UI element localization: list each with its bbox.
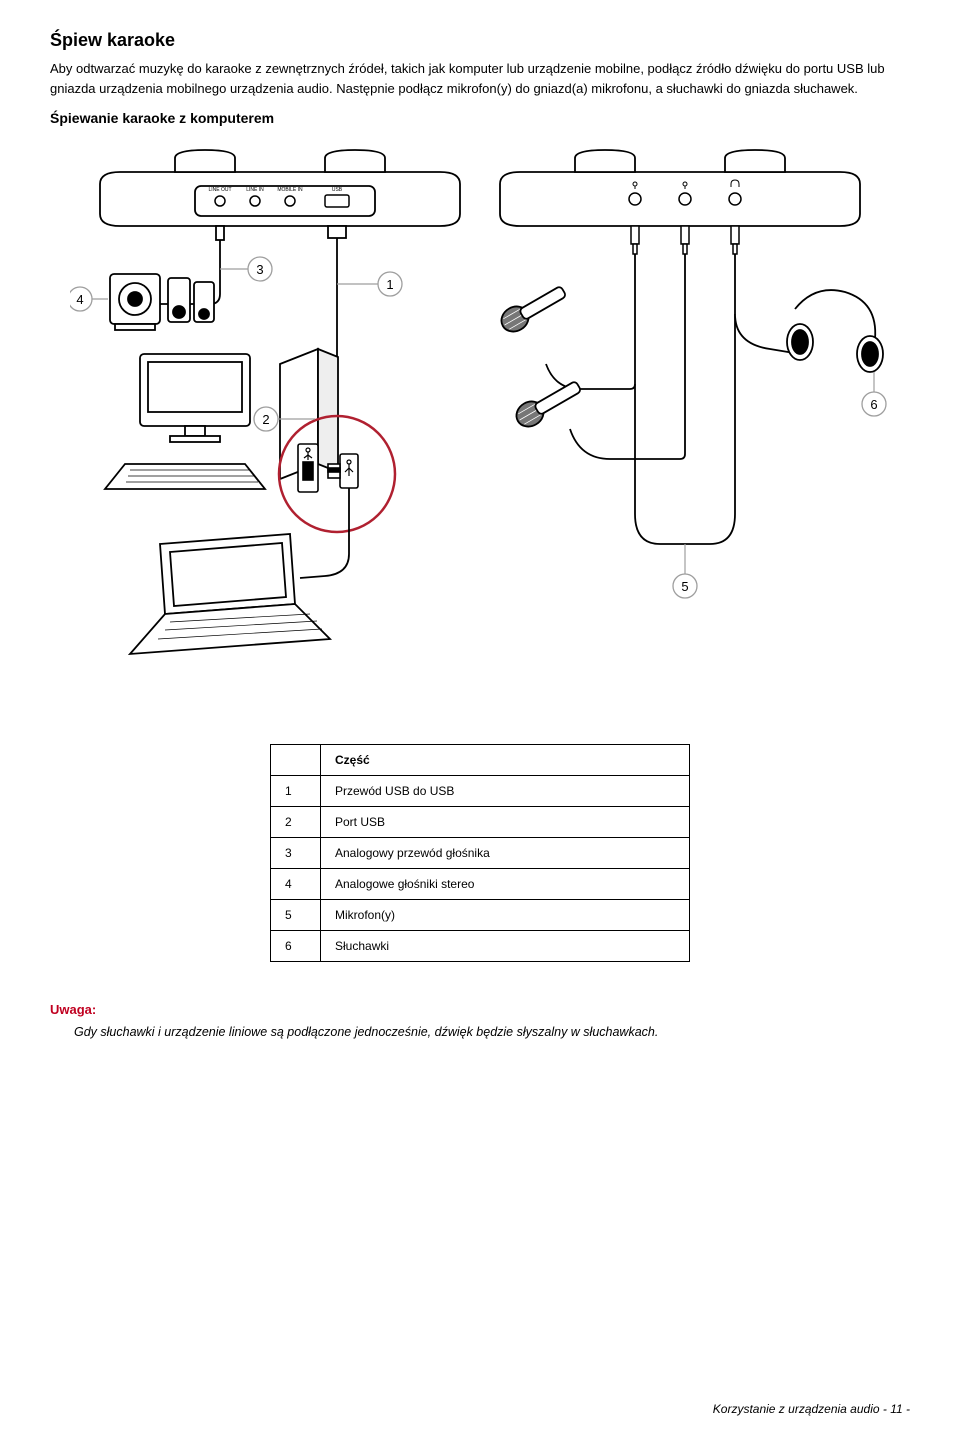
svg-text:2: 2 <box>262 412 269 427</box>
page-title: Śpiew karaoke <box>50 30 910 51</box>
part-num: 5 <box>271 900 321 931</box>
port-label-mobilein: MOBILE IN <box>277 187 303 193</box>
note-label: Uwaga: <box>50 1002 910 1017</box>
table-row: 3 Analogowy przewód głośnika <box>271 838 690 869</box>
part-label: Słuchawki <box>321 931 690 962</box>
svg-text:5: 5 <box>681 579 688 594</box>
table-row: 2 Port USB <box>271 807 690 838</box>
svg-text:4: 4 <box>76 292 83 307</box>
note-text: Gdy słuchawki i urządzenie liniowe są po… <box>74 1023 910 1042</box>
part-num: 6 <box>271 931 321 962</box>
part-label: Analogowe głośniki stereo <box>321 869 690 900</box>
callout-1: 1 <box>337 272 402 296</box>
port-label-linein: LINE IN <box>246 187 264 193</box>
part-label: Port USB <box>321 807 690 838</box>
table-header-part: Część <box>321 745 690 776</box>
callout-4: 4 <box>70 287 108 311</box>
svg-text:6: 6 <box>870 397 877 412</box>
callout-5: 5 <box>673 544 697 598</box>
intro-paragraph: Aby odtwarzać muzykę do karaoke z zewnęt… <box>50 59 910 98</box>
part-num: 4 <box>271 869 321 900</box>
part-label: Analogowy przewód głośnika <box>321 838 690 869</box>
port-label-lineout: LINE OUT <box>208 187 231 193</box>
table-row: 6 Słuchawki <box>271 931 690 962</box>
subheading: Śpiewanie karaoke z komputerem <box>50 110 910 126</box>
table-header-row: Część <box>271 745 690 776</box>
table-row: 5 Mikrofon(y) <box>271 900 690 931</box>
parts-table: Część 1 Przewód USB do USB 2 Port USB 3 … <box>270 744 690 962</box>
svg-text:3: 3 <box>256 262 263 277</box>
part-num: 3 <box>271 838 321 869</box>
callout-3: 3 <box>220 257 272 281</box>
diagram-svg: LINE OUT LINE IN MOBILE IN USB <box>70 144 890 704</box>
part-label: Mikrofon(y) <box>321 900 690 931</box>
callout-6: 6 <box>862 372 886 416</box>
table-row: 4 Analogowe głośniki stereo <box>271 869 690 900</box>
port-label-usb: USB <box>332 187 343 193</box>
part-label: Przewód USB do USB <box>321 776 690 807</box>
part-num: 1 <box>271 776 321 807</box>
table-row: 1 Przewód USB do USB <box>271 776 690 807</box>
page-footer: Korzystanie z urządzenia audio - 11 - <box>713 1402 910 1416</box>
connection-diagram: LINE OUT LINE IN MOBILE IN USB <box>50 144 910 704</box>
part-num: 2 <box>271 807 321 838</box>
svg-text:1: 1 <box>386 277 393 292</box>
